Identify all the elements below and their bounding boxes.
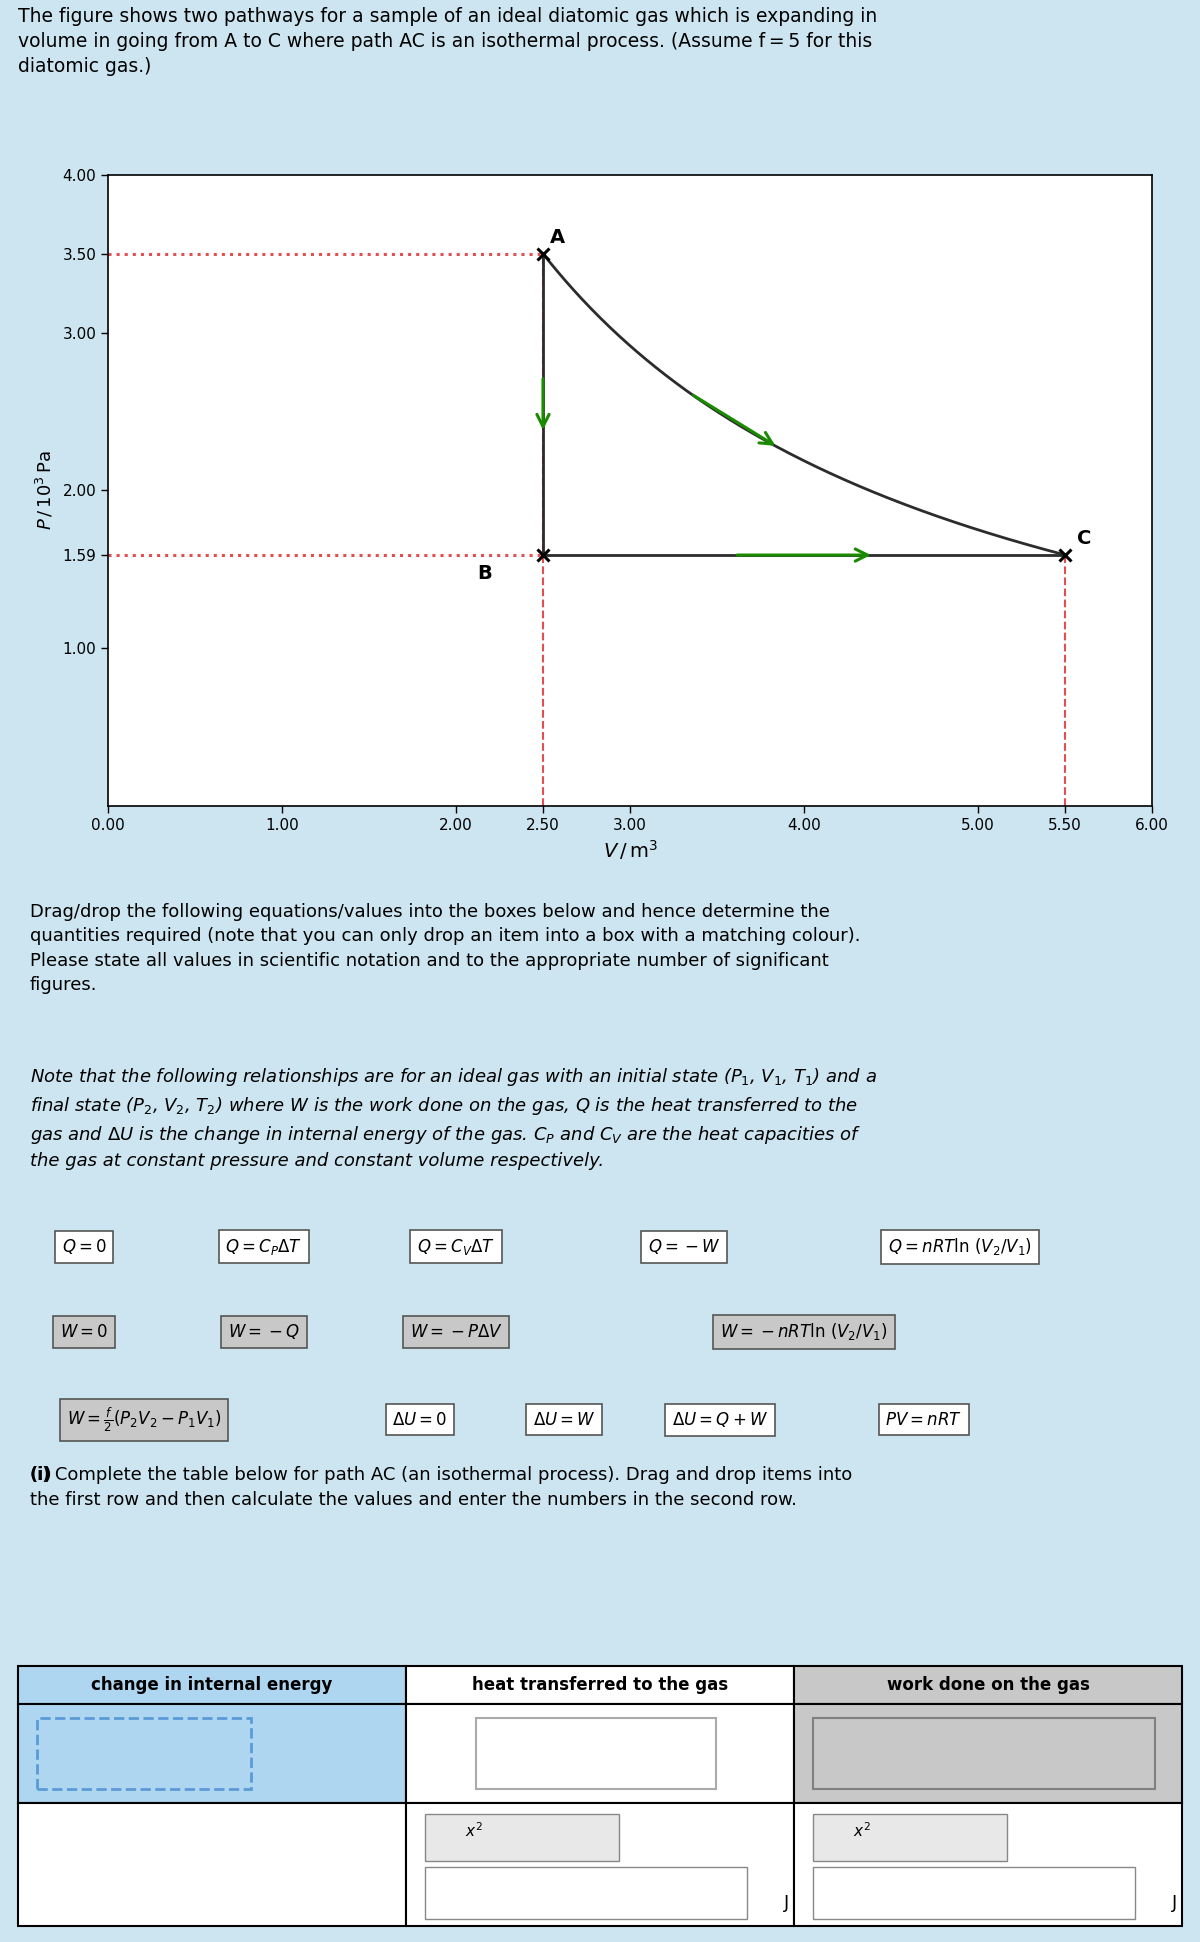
Text: heat transferred to the gas: heat transferred to the gas: [472, 1676, 728, 1693]
Text: J: J: [784, 1895, 790, 1913]
Text: $x^2$: $x^2$: [853, 1822, 871, 1839]
Text: A: A: [550, 227, 565, 247]
Text: $Q=0$: $Q=0$: [61, 1237, 107, 1256]
X-axis label: $V\,/\,\mathrm{m}^3$: $V\,/\,\mathrm{m}^3$: [602, 839, 658, 862]
Text: $Q=nRT\ln\,(V_2/V_1)$: $Q=nRT\ln\,(V_2/V_1)$: [888, 1237, 1032, 1256]
Text: Drag/drop the following equations/values into the boxes below and hence determin: Drag/drop the following equations/values…: [30, 903, 860, 994]
Text: $\Delta U=0$: $\Delta U=0$: [392, 1410, 448, 1429]
Text: $PV=nRT$: $PV=nRT$: [886, 1410, 962, 1429]
Text: $\Delta U=W$: $\Delta U=W$: [533, 1410, 595, 1429]
Text: $Q=C_P\Delta T$: $Q=C_P\Delta T$: [226, 1237, 302, 1256]
Text: $x^2$: $x^2$: [464, 1822, 482, 1839]
Text: $Q=-W$: $Q=-W$: [648, 1237, 720, 1256]
Text: (i) Complete the table below for path AC (an isothermal process). Drag and drop : (i) Complete the table below for path AC…: [30, 1466, 852, 1509]
Text: $W=\frac{f}{2}(P_2V_2-P_1V_1)$: $W=\frac{f}{2}(P_2V_2-P_1V_1)$: [67, 1406, 221, 1433]
Text: J: J: [1172, 1895, 1177, 1913]
Text: $W=-P\Delta V$: $W=-P\Delta V$: [409, 1323, 503, 1340]
Text: (i): (i): [30, 1466, 53, 1484]
Text: The figure shows two pathways for a sample of an ideal diatomic gas which is exp: The figure shows two pathways for a samp…: [18, 8, 877, 76]
Text: C: C: [1078, 528, 1092, 548]
Text: change in internal energy: change in internal energy: [91, 1676, 332, 1693]
Text: $W=0$: $W=0$: [60, 1323, 108, 1340]
Text: $W=-Q$: $W=-Q$: [228, 1323, 300, 1342]
Text: B: B: [476, 563, 492, 583]
Text: work done on the gas: work done on the gas: [887, 1676, 1090, 1693]
Text: $Q=C_V\Delta T$: $Q=C_V\Delta T$: [416, 1237, 496, 1256]
Text: Note that the following relationships are for an ideal gas with an initial state: Note that the following relationships ar…: [30, 1066, 876, 1171]
Text: $W=-nRT\ln\,(V_2/V_1)$: $W=-nRT\ln\,(V_2/V_1)$: [720, 1321, 888, 1342]
Text: $\Delta U=Q+W$: $\Delta U=Q+W$: [672, 1410, 768, 1429]
Y-axis label: $P\,/\,10^3\,\mathrm{Pa}$: $P\,/\,10^3\,\mathrm{Pa}$: [35, 451, 55, 530]
